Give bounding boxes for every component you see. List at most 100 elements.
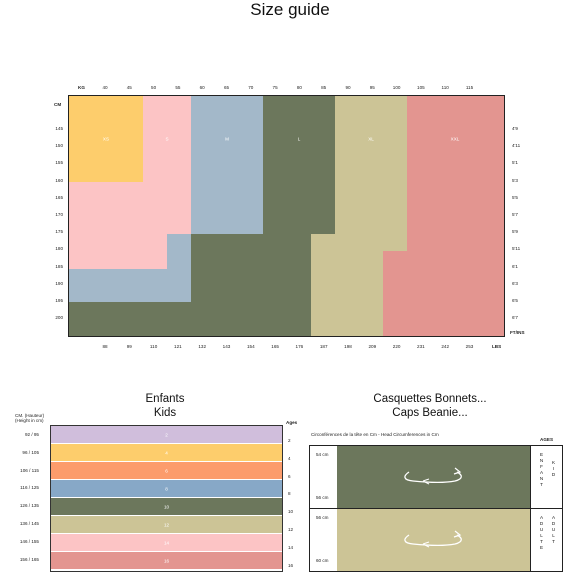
caps-row-adult: 56 cm 60 cm ADULTE ADULT [310,509,562,571]
kids-range: 116 / 125 [20,485,39,491]
kg-tick: 65 [223,85,230,90]
size-region-m [191,96,263,234]
kids-range: 136 / 145 [19,521,39,526]
kids-row: 2 [51,426,282,444]
kids-size-table: 2 4 6 8 10 12 14 16 [50,425,283,572]
cm-tick: 170 [55,212,63,217]
size-label-xl: XL [368,136,374,142]
kids-row-label: 8 [165,486,168,491]
kg-tick: 90 [345,85,351,90]
caps-adult-min: 56 cm [316,515,329,520]
kids-col-header-en: (Height in cm) [15,418,44,423]
caps-row-kid: 54 cm 56 cm ENFANT KID [310,446,562,509]
size-region-l-lower [167,234,311,336]
caps-caption: Circonférences de la tête en Cm - Head C… [311,432,439,437]
kids-range: 92 / 95 [24,432,39,437]
cm-tick: 185 [55,263,63,269]
size-chart: XS S M L XL XXL [68,95,505,337]
cm-tick: 160 [55,177,63,183]
kg-tick: 80 [296,85,302,90]
lbs-tick: 110 [149,344,158,349]
caps-kid-min: 54 cm [316,452,329,457]
kids-col-header-fr: CM. (Hauteur) [15,413,45,418]
kg-tick: 105 [417,85,425,90]
lbs-tick: 99 [126,344,132,349]
kg-axis-label: KG [78,85,85,90]
size-region-xs [69,96,143,182]
kg-tick: 95 [369,85,375,90]
kg-tick: 115 [465,85,474,90]
size-region-xl-notch [383,251,407,336]
kids-title: Enfants Kids [105,392,225,420]
size-region-s-lower [69,234,167,269]
size-label-m: M [225,136,229,142]
kids-row: 14 [51,534,282,552]
ftins-tick: 6'7 [512,315,518,321]
lbs-tick: 132 [198,344,207,349]
size-region-m-lower [69,269,191,302]
ftins-tick: 5'7 [512,212,518,217]
ftins-tick: 6'5 [512,298,518,303]
kids-row-label: 12 [163,522,170,527]
ftins-tick: 4'9 [512,126,518,131]
kg-tick: 60 [199,85,205,90]
ftins-tick: 5'3 [512,177,518,183]
kids-age: 4 [288,455,291,461]
ftins-tick: 6'3 [512,280,518,286]
caps-divider [530,509,531,571]
lbs-tick: 231 [417,344,425,349]
kids-range: 156 / 165 [19,556,39,562]
kids-age: 8 [288,491,291,497]
caps-size-table: 54 cm 56 cm ENFANT KID 56 cm 60 cm ADULT… [309,445,563,572]
cm-tick: 190 [55,280,63,286]
ftins-tick: 5'9 [512,229,518,235]
kg-tick: 45 [126,85,132,90]
kids-title-en: Kids [153,407,177,419]
lbs-tick: 209 [368,344,377,349]
kids-row: 8 [51,480,282,498]
kg-tick: 70 [248,85,254,90]
kids-row: 10 [51,498,282,516]
kg-tick: 55 [175,85,181,90]
kids-range: 106 / 115 [20,467,39,473]
kg-tick: 85 [321,85,327,90]
cm-tick: 195 [55,298,63,303]
kids-col-header: CM. (Hauteur) (Height in cm) [15,413,44,423]
kids-range: 146 / 155 [19,538,39,544]
kids-age: 6 [288,473,291,479]
caps-title: Casquettes Bonnets... Caps Beanie... [345,392,515,420]
kids-title-fr: Enfants [145,393,185,405]
lbs-axis-label: LBS [492,344,502,349]
caps-ages-header: AGES [540,437,554,442]
caps-swatch-adult [337,509,530,571]
ftins-tick: 5'1 [512,160,518,166]
lbs-tick: 121 [174,344,182,349]
caps-title-fr: Casquettes Bonnets... [373,393,487,405]
kg-tick: 110 [441,85,449,90]
kg-tick: 40 [102,85,108,90]
lbs-tick: 220 [392,344,401,349]
kids-age: 2 [288,438,291,443]
page-title: Size guide [250,0,330,19]
cm-tick: 180 [55,246,63,252]
kg-tick: 50 [151,85,157,90]
kids-age: 16 [288,562,294,568]
lbs-tick: 198 [344,344,352,349]
kids-row-label: 16 [163,558,170,563]
kids-range: 126 / 135 [19,503,39,509]
cm-tick: 200 [55,315,63,321]
caps-swatch-kid [337,446,530,508]
cm-tick: 145 [55,126,63,131]
kids-row: 6 [51,462,282,480]
lbs-tick: 253 [465,344,474,349]
kids-row: 16 [51,552,282,570]
caps-kid-label: ENFANT [539,452,544,488]
lbs-tick: 242 [441,344,450,349]
kg-tick: 75 [272,85,278,90]
kids-range: 96 / 105 [22,449,39,455]
caps-kid-max: 56 cm [316,495,329,500]
head-circumference-icon [404,467,462,485]
ftins-tick: 6'1 [512,263,518,269]
kids-row-label: 14 [163,540,170,545]
lbs-tick: 176 [295,344,304,349]
